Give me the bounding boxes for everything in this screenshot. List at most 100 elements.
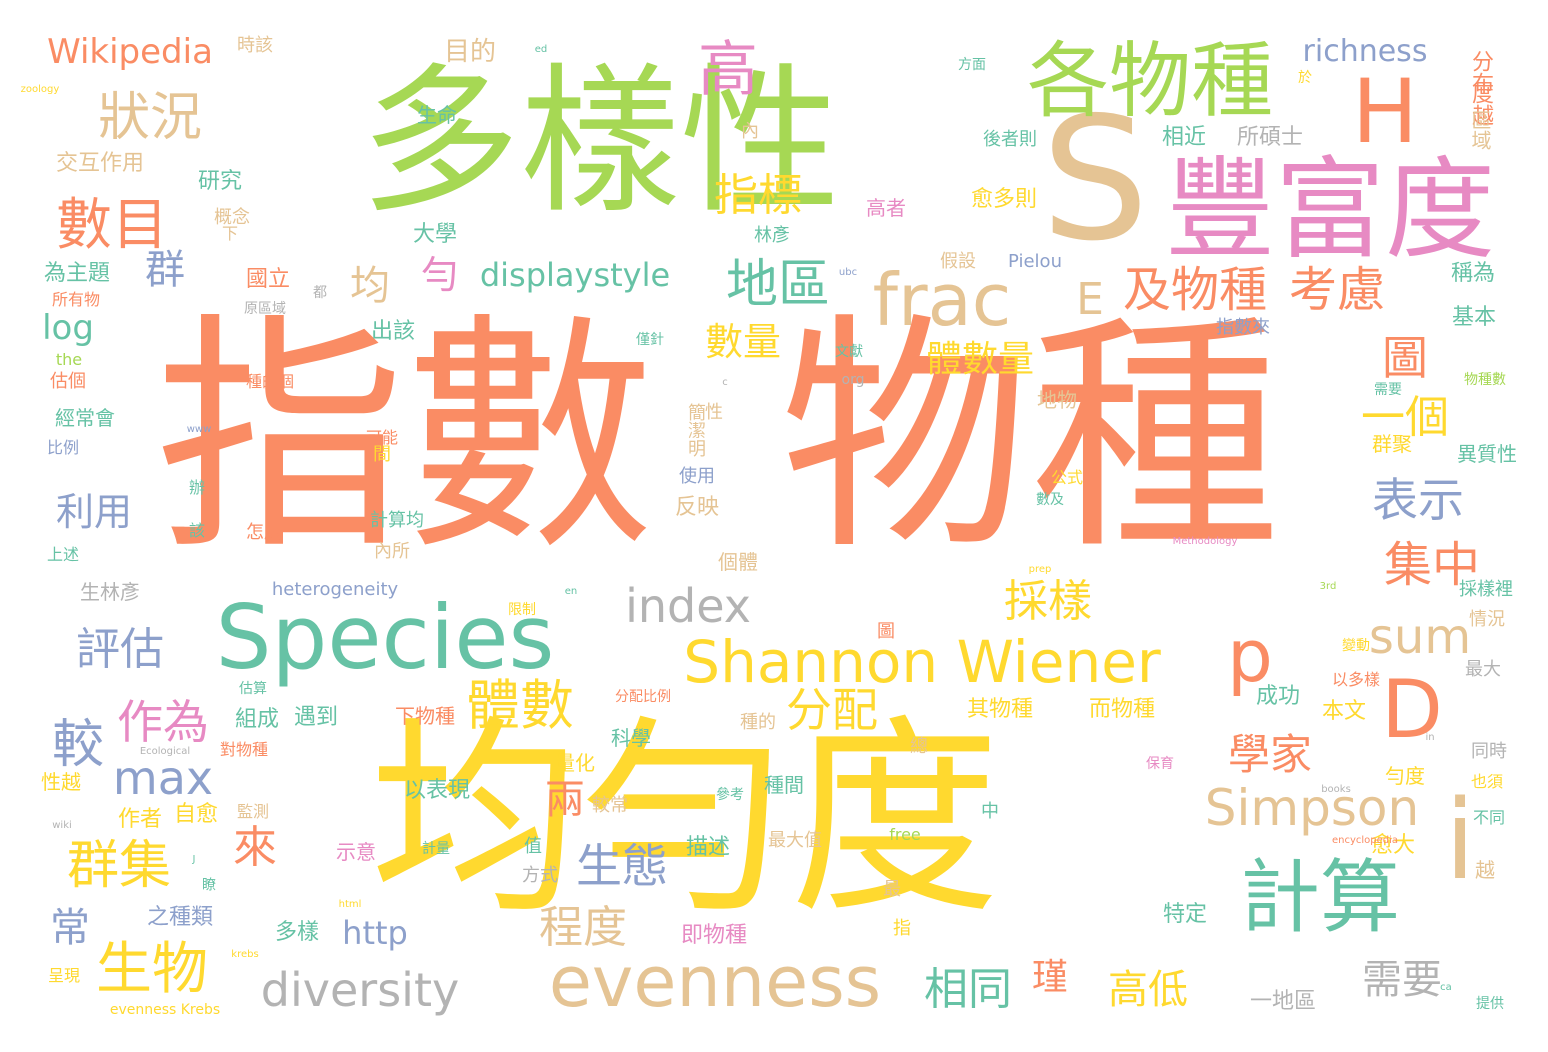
word-cjk: 計算 <box>1240 851 1400 944</box>
word-cjk: 來 <box>233 822 277 873</box>
word-cjk: 較常 <box>592 795 628 816</box>
word-cjk: 愈大 <box>1370 833 1416 858</box>
word-evenness: evenness <box>548 941 882 1023</box>
word-species: Species <box>215 586 555 689</box>
word-cjk: 勻度 <box>1385 764 1425 788</box>
word-wiki: wiki <box>52 820 72 831</box>
word-krebs: krebs <box>231 949 259 960</box>
word-cjk: 呈現 <box>47 966 81 985</box>
word-d: D <box>1381 663 1443 756</box>
word-cjk: 其物種 <box>966 697 1034 722</box>
word-cjk: 自愈 <box>173 802 219 827</box>
word-cjk: 豐富度 <box>1165 146 1495 274</box>
word-heterogeneity: heterogeneity <box>271 579 399 600</box>
word-s: S <box>1041 81 1149 279</box>
word-cjk: 物種數 <box>1464 372 1506 388</box>
word-cjk: 簡潔明 <box>685 403 706 457</box>
word-cjk: 原區域 <box>244 301 286 317</box>
word-cjk: 出該 <box>370 319 416 344</box>
word-h: H <box>1351 60 1419 163</box>
word-cjk: 內 <box>741 121 759 142</box>
word-cjk: 數量 <box>704 320 782 364</box>
word-cjk: 圖 <box>1382 331 1428 385</box>
word-methodology: Methodology <box>1172 536 1238 547</box>
word-prep: prep <box>1028 564 1052 575</box>
word-cjk: 情況 <box>1469 609 1505 630</box>
word-3rd: 3rd <box>1319 581 1337 592</box>
word-wikipedia: Wikipedia <box>47 32 213 72</box>
word-cjk: 特定 <box>1162 902 1208 927</box>
word-cjk: 都 <box>313 285 327 301</box>
word-cjk: 指數 <box>155 292 655 583</box>
word-cjk: 指數來 <box>1216 317 1270 338</box>
word-cjk: 下物種 <box>395 704 455 728</box>
word-cjk: 越 <box>1475 858 1495 882</box>
word-cjk: 群集 <box>66 836 172 896</box>
word-cjk: 所碩士 <box>1236 125 1304 150</box>
word-cjk: 也須 <box>1470 772 1504 791</box>
word-cjk: 最 <box>880 879 901 897</box>
word-cjk: 性 <box>702 402 723 420</box>
word-cjk: 表示 <box>1372 473 1464 527</box>
word-cjk: 考慮 <box>1288 262 1386 318</box>
word-cjk: 計量 <box>422 841 450 857</box>
word-cjk: 國立 <box>245 267 291 292</box>
word-ed: ed <box>534 44 548 55</box>
word-cjk: 物種 <box>780 292 1280 583</box>
word-cjk: 本文 <box>1321 699 1367 724</box>
word-cjk: 採樣 <box>1004 576 1092 627</box>
word-cjk: 勻 <box>420 253 460 297</box>
word-cjk: 種間 <box>764 773 804 797</box>
word-cjk: 相近 <box>1161 125 1207 150</box>
word-max: max <box>112 751 214 805</box>
word-cjk: 經常會 <box>55 406 115 430</box>
word-cjk: 所有物 <box>51 290 101 309</box>
word-frac: frac <box>872 258 1012 342</box>
word-cjk: 兩 <box>545 777 585 823</box>
word-cjk: 群聚 <box>1372 432 1412 456</box>
word-cjk: 體數量 <box>925 339 1035 380</box>
word-cjk: 大學 <box>412 222 458 247</box>
word-cjk: 上述 <box>46 545 80 564</box>
word-cjk: 生態 <box>576 839 668 893</box>
word-cjk: 下 <box>219 225 238 241</box>
word-cjk: 高 <box>698 35 758 105</box>
word-index: index <box>625 579 751 633</box>
word-cjk: 作為 <box>117 695 209 749</box>
word-cjk: 使用 <box>679 466 715 487</box>
word-cjk: 地區 <box>725 255 831 315</box>
word-cjk: 種的個 <box>245 372 295 391</box>
word-cjk: 多樣性 <box>359 48 841 235</box>
word-cjk: 僅針 <box>636 332 664 348</box>
word-p: p <box>1227 614 1273 698</box>
word-cjk: 利用 <box>55 490 133 534</box>
word-books: books <box>1321 784 1351 795</box>
word-cjk: 辦 <box>186 479 205 495</box>
word-cjk: 限制 <box>508 602 536 618</box>
word-cjk: 狀況 <box>97 88 203 148</box>
word-cjk: 公式 <box>1050 468 1084 487</box>
word-free: free <box>889 825 921 844</box>
word-cjk: 以多樣 <box>1331 670 1381 689</box>
word-cjk: 生物 <box>96 937 208 1002</box>
word-cjk: 之種類 <box>146 905 214 930</box>
word-cjk: 體數 <box>466 674 574 737</box>
word-cjk: 作者 <box>117 807 163 832</box>
word-cjk: 交互作用 <box>55 151 145 176</box>
word-cjk: 性越 <box>41 770 81 794</box>
word-org: org <box>841 372 865 388</box>
word-cjk: 而物種 <box>1088 697 1156 722</box>
word-zoology: zoology <box>20 84 60 95</box>
word-cjk: 方式 <box>522 865 558 886</box>
word-cjk: 變動 <box>1342 638 1370 654</box>
word-sum: sum <box>1368 609 1472 665</box>
word-cjk: 高者 <box>866 196 906 220</box>
word-cjk: 對物種 <box>219 740 269 759</box>
word-displaystyle: displaystyle <box>479 256 671 294</box>
word-cjk: 需要 <box>1362 957 1442 1003</box>
word-cjk: 量化 <box>555 751 595 775</box>
word-cjk: 基本 <box>1451 305 1497 330</box>
word-cjk: 估個 <box>50 371 86 392</box>
word-cjk: 後者則 <box>983 129 1037 150</box>
word-cjk: 程度 <box>539 902 627 953</box>
